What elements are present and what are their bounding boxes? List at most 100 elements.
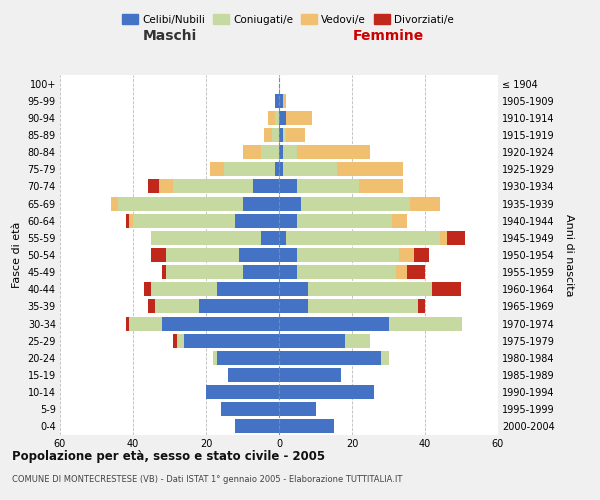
Bar	[344, 334, 370, 347]
Bar	[133, 214, 235, 228]
Bar	[173, 180, 253, 194]
Bar	[279, 368, 341, 382]
Bar	[151, 248, 166, 262]
Bar	[279, 128, 283, 142]
Bar	[206, 385, 279, 399]
Bar	[199, 300, 279, 314]
Bar	[261, 145, 279, 159]
Bar	[279, 282, 308, 296]
Bar	[166, 248, 239, 262]
Bar	[286, 231, 440, 245]
Bar	[253, 180, 279, 194]
Bar	[301, 196, 410, 210]
Bar	[283, 128, 286, 142]
Y-axis label: Anni di nascita: Anni di nascita	[565, 214, 574, 296]
Bar	[297, 248, 400, 262]
Bar	[275, 111, 279, 125]
Legend: Celibi/Nubili, Coniugati/e, Vedovi/e, Divorziati/e: Celibi/Nubili, Coniugati/e, Vedovi/e, Di…	[118, 10, 458, 29]
Bar	[308, 300, 418, 314]
Bar	[279, 162, 283, 176]
Bar	[126, 214, 130, 228]
Bar	[392, 214, 407, 228]
Bar	[447, 231, 465, 245]
Bar	[279, 316, 389, 330]
Bar	[242, 145, 261, 159]
Text: Femmine: Femmine	[353, 28, 424, 42]
Bar	[297, 265, 396, 279]
Bar	[228, 368, 279, 382]
Bar	[414, 248, 428, 262]
Bar	[279, 385, 374, 399]
Bar	[158, 180, 173, 194]
Bar	[297, 145, 370, 159]
Bar	[381, 351, 389, 365]
Bar	[297, 180, 359, 194]
Bar	[235, 420, 279, 434]
Bar	[155, 300, 199, 314]
Bar	[279, 145, 283, 159]
Bar	[126, 316, 130, 330]
Bar	[184, 334, 279, 347]
Bar	[279, 94, 283, 108]
Text: Maschi: Maschi	[142, 28, 197, 42]
Bar	[130, 214, 133, 228]
Bar	[337, 162, 403, 176]
Bar	[407, 265, 425, 279]
Y-axis label: Fasce di età: Fasce di età	[12, 222, 22, 288]
Bar	[111, 196, 118, 210]
Bar	[214, 351, 217, 365]
Bar	[308, 282, 432, 296]
Bar	[275, 94, 279, 108]
Text: Popolazione per età, sesso e stato civile - 2005: Popolazione per età, sesso e stato civil…	[12, 450, 325, 463]
Bar	[286, 111, 312, 125]
Bar	[261, 231, 279, 245]
Bar	[151, 231, 261, 245]
Bar	[151, 282, 217, 296]
Bar	[359, 180, 403, 194]
Bar	[144, 282, 151, 296]
Bar	[279, 420, 334, 434]
Bar	[148, 180, 158, 194]
Bar	[209, 162, 224, 176]
Text: COMUNE DI MONTECRESTESE (VB) - Dati ISTAT 1° gennaio 2005 - Elaborazione TUTTITA: COMUNE DI MONTECRESTESE (VB) - Dati ISTA…	[12, 475, 403, 484]
Bar	[217, 351, 279, 365]
Bar	[224, 162, 275, 176]
Bar	[279, 248, 297, 262]
Bar	[410, 196, 440, 210]
Bar	[286, 128, 305, 142]
Bar	[279, 111, 286, 125]
Bar	[162, 265, 166, 279]
Bar	[396, 265, 407, 279]
Bar	[279, 265, 297, 279]
Bar	[297, 214, 392, 228]
Bar	[279, 351, 381, 365]
Bar	[162, 316, 279, 330]
Bar	[279, 231, 286, 245]
Bar	[221, 402, 279, 416]
Bar	[235, 214, 279, 228]
Bar	[279, 180, 297, 194]
Bar	[283, 145, 297, 159]
Bar	[279, 300, 308, 314]
Bar	[242, 265, 279, 279]
Bar	[148, 300, 155, 314]
Bar	[173, 334, 177, 347]
Bar	[275, 162, 279, 176]
Bar	[418, 300, 425, 314]
Bar	[389, 316, 461, 330]
Bar	[130, 316, 162, 330]
Bar	[440, 231, 447, 245]
Bar	[283, 94, 286, 108]
Bar	[239, 248, 279, 262]
Bar	[400, 248, 414, 262]
Bar	[279, 214, 297, 228]
Bar	[265, 128, 272, 142]
Bar	[217, 282, 279, 296]
Bar	[279, 196, 301, 210]
Bar	[272, 128, 279, 142]
Bar	[279, 334, 344, 347]
Bar	[283, 162, 337, 176]
Bar	[279, 402, 316, 416]
Bar	[177, 334, 184, 347]
Bar	[432, 282, 461, 296]
